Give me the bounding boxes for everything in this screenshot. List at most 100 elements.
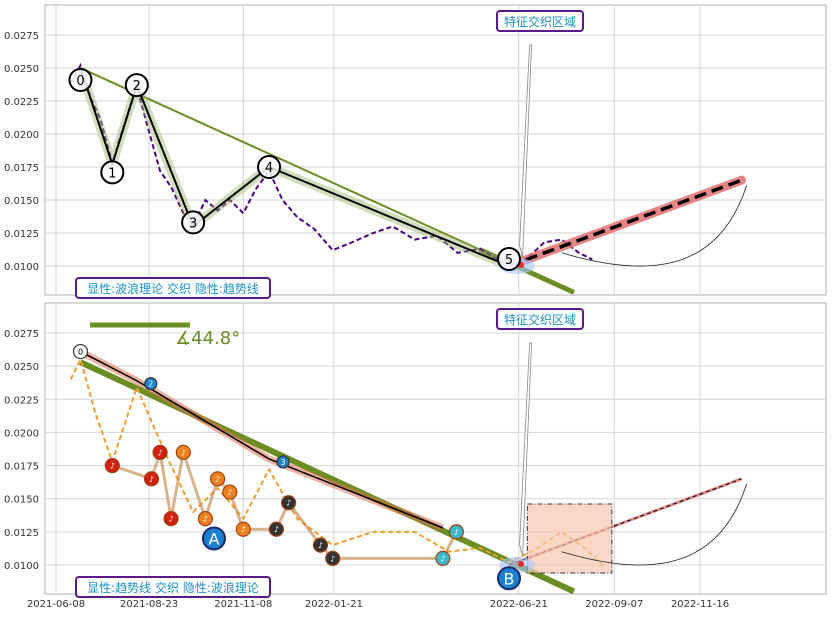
x-tick-label: 2021-08-23 (120, 599, 178, 610)
marker-label: A (208, 529, 219, 548)
wave-point-3: 3 (276, 455, 290, 469)
callout-box: 特征交织区域 (496, 308, 584, 330)
intersection-point (518, 561, 525, 567)
projection-arc (561, 483, 748, 566)
note-glyph: ♪ (440, 554, 445, 563)
y-tick-label: 0.0150 (4, 495, 39, 506)
projection-line (508, 478, 742, 566)
wave-point-label: 0 (76, 74, 84, 89)
x-tick-label: 2021-06-08 (27, 599, 85, 610)
note-marker: ♪ (235, 521, 251, 537)
note-marker-circle (435, 550, 451, 566)
note-marker: ♪ (268, 521, 284, 537)
y-tick-label: 0.0200 (4, 428, 39, 439)
x-tick-label: 2022-09-07 (585, 599, 643, 610)
note-marker-circle (325, 550, 341, 566)
angle-label: ∡44.8° (175, 328, 240, 349)
projection-line (508, 178, 743, 268)
trendline (79, 359, 576, 594)
wave-point-label: 5 (505, 253, 513, 268)
note-glyph: ♪ (318, 541, 323, 550)
wave-path (80, 350, 444, 529)
wave-point-circle (144, 377, 158, 391)
marker-circle (201, 526, 226, 551)
wave-point-circle (181, 210, 206, 235)
marker-circle (497, 566, 522, 591)
note-glyph: ♪ (158, 448, 163, 457)
note-marker: ♪ (281, 495, 297, 511)
wave-point-2: 2 (124, 73, 149, 98)
wave-point-label: 2 (148, 380, 153, 389)
note-glyph: ♪ (203, 515, 208, 524)
y-tick-label: 0.0275 (4, 329, 39, 340)
callout-arrow (519, 44, 532, 258)
y-tick-label: 0.0275 (4, 31, 39, 42)
note-glyph: ♪ (169, 515, 174, 524)
note-marker: ♪ (175, 444, 191, 460)
callout-box: 特征交织区域 (496, 10, 584, 32)
note-marker-circle (143, 471, 160, 487)
legend-box: 显性:波浪理论 交织 隐性:趋势线 (75, 277, 271, 299)
note-marker-circle (197, 510, 213, 527)
note-glyph: ♪ (110, 462, 115, 471)
wave-point-0: 0 (72, 343, 89, 360)
note-marker-circle (235, 521, 251, 537)
note-marker-circle (281, 495, 297, 511)
callout-label: 特征交织区域 (504, 14, 576, 29)
wave-point-circle (124, 73, 149, 98)
note-marker: ♪ (325, 550, 341, 566)
wave-point-circle (72, 343, 89, 360)
y-tick-label: 0.0225 (4, 395, 39, 406)
note-marker: ♪ (197, 510, 213, 527)
legend-box: 显性:趋势线 交织 隐性:波浪理论 (75, 576, 271, 598)
note-marker-circle (268, 521, 284, 537)
plot-frame (44, 302, 827, 595)
wave-point-label: 2 (133, 79, 141, 94)
x-tick-label: 2022-06-21 (490, 599, 548, 610)
y-tick-label: 0.0200 (4, 130, 39, 141)
callout-arrow (519, 342, 532, 557)
wave-point-circle (497, 247, 522, 271)
note-marker-circle (175, 444, 191, 460)
note-glyph: ♪ (330, 554, 335, 563)
wave-point-4: 4 (257, 155, 282, 179)
callout-frame (496, 308, 584, 330)
wave-point-label: 3 (189, 216, 197, 231)
x-tick-label: 2022-11-16 (671, 599, 729, 610)
wave-point-circle (68, 68, 93, 92)
legend-label: 显性:趋势线 交织 隐性:波浪理论 (87, 580, 259, 595)
y-tick-label: 0.0100 (4, 262, 39, 273)
note-marker-circle (163, 510, 179, 527)
note-glyph: ♪ (181, 448, 186, 457)
y-tick-label: 0.0125 (4, 229, 39, 240)
y-tick-label: 0.0250 (4, 64, 39, 75)
note-glyph: ♪ (286, 499, 291, 508)
marker-A: A (201, 526, 226, 551)
note-marker: ♪ (104, 457, 120, 474)
note-marker: ♪ (222, 484, 238, 500)
note-marker: ♪ (143, 471, 160, 487)
note-glyph: ♪ (227, 488, 232, 497)
plot-area (69, 62, 748, 295)
wave-point-circle (100, 160, 125, 185)
wave-point-2: 2 (144, 377, 158, 391)
chart-panel-2: 0.0100 0.0125 0.0150 0.0175 0.0200 0.0225 0.02… (4, 302, 827, 610)
note-marker: ♪ (435, 550, 451, 566)
note-marker-circle (222, 484, 238, 500)
note-glyph: ♪ (454, 528, 459, 537)
x-tick-label: 2022-01-21 (305, 599, 363, 610)
wave-point-1: 1 (100, 160, 125, 185)
marker-B: B (497, 566, 522, 591)
note-marker-circle (448, 524, 464, 540)
wave-point-label: 4 (265, 161, 273, 176)
callout-label: 特征交织区域 (504, 312, 576, 327)
note-marker: ♪ (210, 471, 226, 487)
note-marker-circle (312, 537, 329, 553)
wave-point-label: 0 (78, 348, 83, 357)
marker-label: B (504, 569, 515, 588)
note-glyph: ♪ (241, 525, 246, 534)
note-marker-circle (104, 457, 120, 474)
plot-frame (44, 4, 827, 296)
wave-point-label: 1 (108, 166, 116, 181)
